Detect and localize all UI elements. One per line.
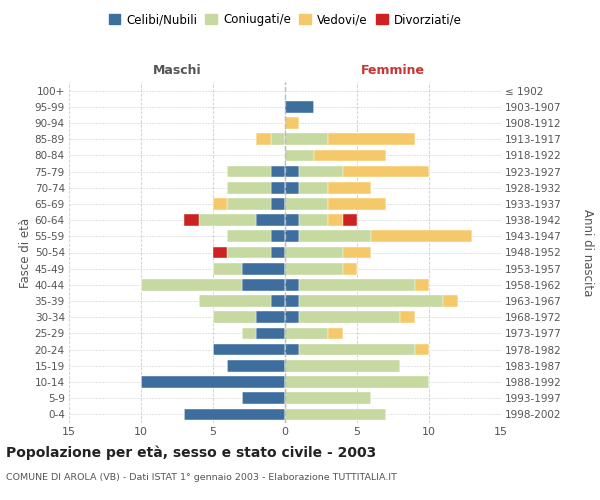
Bar xyxy=(242,279,285,290)
Bar xyxy=(400,312,415,323)
Bar xyxy=(213,344,285,356)
Bar xyxy=(314,150,386,161)
Bar xyxy=(242,263,285,274)
Bar xyxy=(343,214,357,226)
Bar xyxy=(328,134,415,145)
Bar xyxy=(227,246,271,258)
Bar xyxy=(213,263,242,274)
Bar xyxy=(285,230,299,242)
Bar xyxy=(141,279,242,290)
Bar xyxy=(285,376,429,388)
Bar xyxy=(285,295,299,307)
Bar xyxy=(343,263,357,274)
Bar xyxy=(271,198,285,210)
Bar xyxy=(256,312,285,323)
Bar xyxy=(285,312,299,323)
Bar xyxy=(271,134,285,145)
Bar xyxy=(271,230,285,242)
Bar xyxy=(285,101,314,112)
Bar xyxy=(199,214,256,226)
Bar xyxy=(271,182,285,194)
Bar xyxy=(343,246,371,258)
Bar xyxy=(227,360,285,372)
Bar xyxy=(299,312,400,323)
Bar xyxy=(213,312,256,323)
Bar xyxy=(415,279,429,290)
Bar xyxy=(285,408,386,420)
Bar xyxy=(299,295,443,307)
Bar xyxy=(285,182,299,194)
Text: COMUNE DI AROLA (VB) - Dati ISTAT 1° gennaio 2003 - Elaborazione TUTTITALIA.IT: COMUNE DI AROLA (VB) - Dati ISTAT 1° gen… xyxy=(6,472,397,482)
Bar xyxy=(299,182,328,194)
Bar xyxy=(285,198,328,210)
Bar xyxy=(343,166,429,177)
Bar xyxy=(371,230,472,242)
Bar xyxy=(285,263,343,274)
Bar xyxy=(285,214,299,226)
Bar xyxy=(227,230,271,242)
Bar xyxy=(213,198,227,210)
Bar xyxy=(256,214,285,226)
Text: Femmine: Femmine xyxy=(361,64,425,78)
Bar xyxy=(141,376,285,388)
Bar xyxy=(285,117,299,129)
Bar xyxy=(271,166,285,177)
Bar xyxy=(271,295,285,307)
Bar xyxy=(299,214,328,226)
Bar xyxy=(199,295,271,307)
Bar xyxy=(328,182,371,194)
Bar xyxy=(285,328,328,340)
Bar xyxy=(184,214,199,226)
Bar xyxy=(285,279,299,290)
Y-axis label: Anni di nascita: Anni di nascita xyxy=(581,209,595,296)
Bar xyxy=(299,344,415,356)
Y-axis label: Fasce di età: Fasce di età xyxy=(19,218,32,288)
Legend: Celibi/Nubili, Coniugati/e, Vedovi/e, Divorziati/e: Celibi/Nubili, Coniugati/e, Vedovi/e, Di… xyxy=(104,8,466,31)
Bar xyxy=(328,198,386,210)
Bar xyxy=(285,150,314,161)
Bar xyxy=(256,134,271,145)
Bar xyxy=(443,295,458,307)
Bar xyxy=(415,344,429,356)
Bar xyxy=(285,134,328,145)
Bar xyxy=(328,214,343,226)
Bar xyxy=(227,198,271,210)
Bar xyxy=(242,328,256,340)
Text: Maschi: Maschi xyxy=(152,64,202,78)
Bar xyxy=(285,344,299,356)
Bar xyxy=(184,408,285,420)
Bar xyxy=(299,166,343,177)
Bar xyxy=(285,392,371,404)
Bar xyxy=(328,328,343,340)
Bar xyxy=(285,360,400,372)
Bar xyxy=(227,166,271,177)
Bar xyxy=(299,279,415,290)
Bar xyxy=(271,246,285,258)
Bar xyxy=(227,182,271,194)
Text: Popolazione per età, sesso e stato civile - 2003: Popolazione per età, sesso e stato civil… xyxy=(6,446,376,460)
Bar xyxy=(256,328,285,340)
Bar xyxy=(285,246,343,258)
Bar xyxy=(299,230,371,242)
Bar xyxy=(213,246,227,258)
Bar xyxy=(242,392,285,404)
Bar xyxy=(285,166,299,177)
